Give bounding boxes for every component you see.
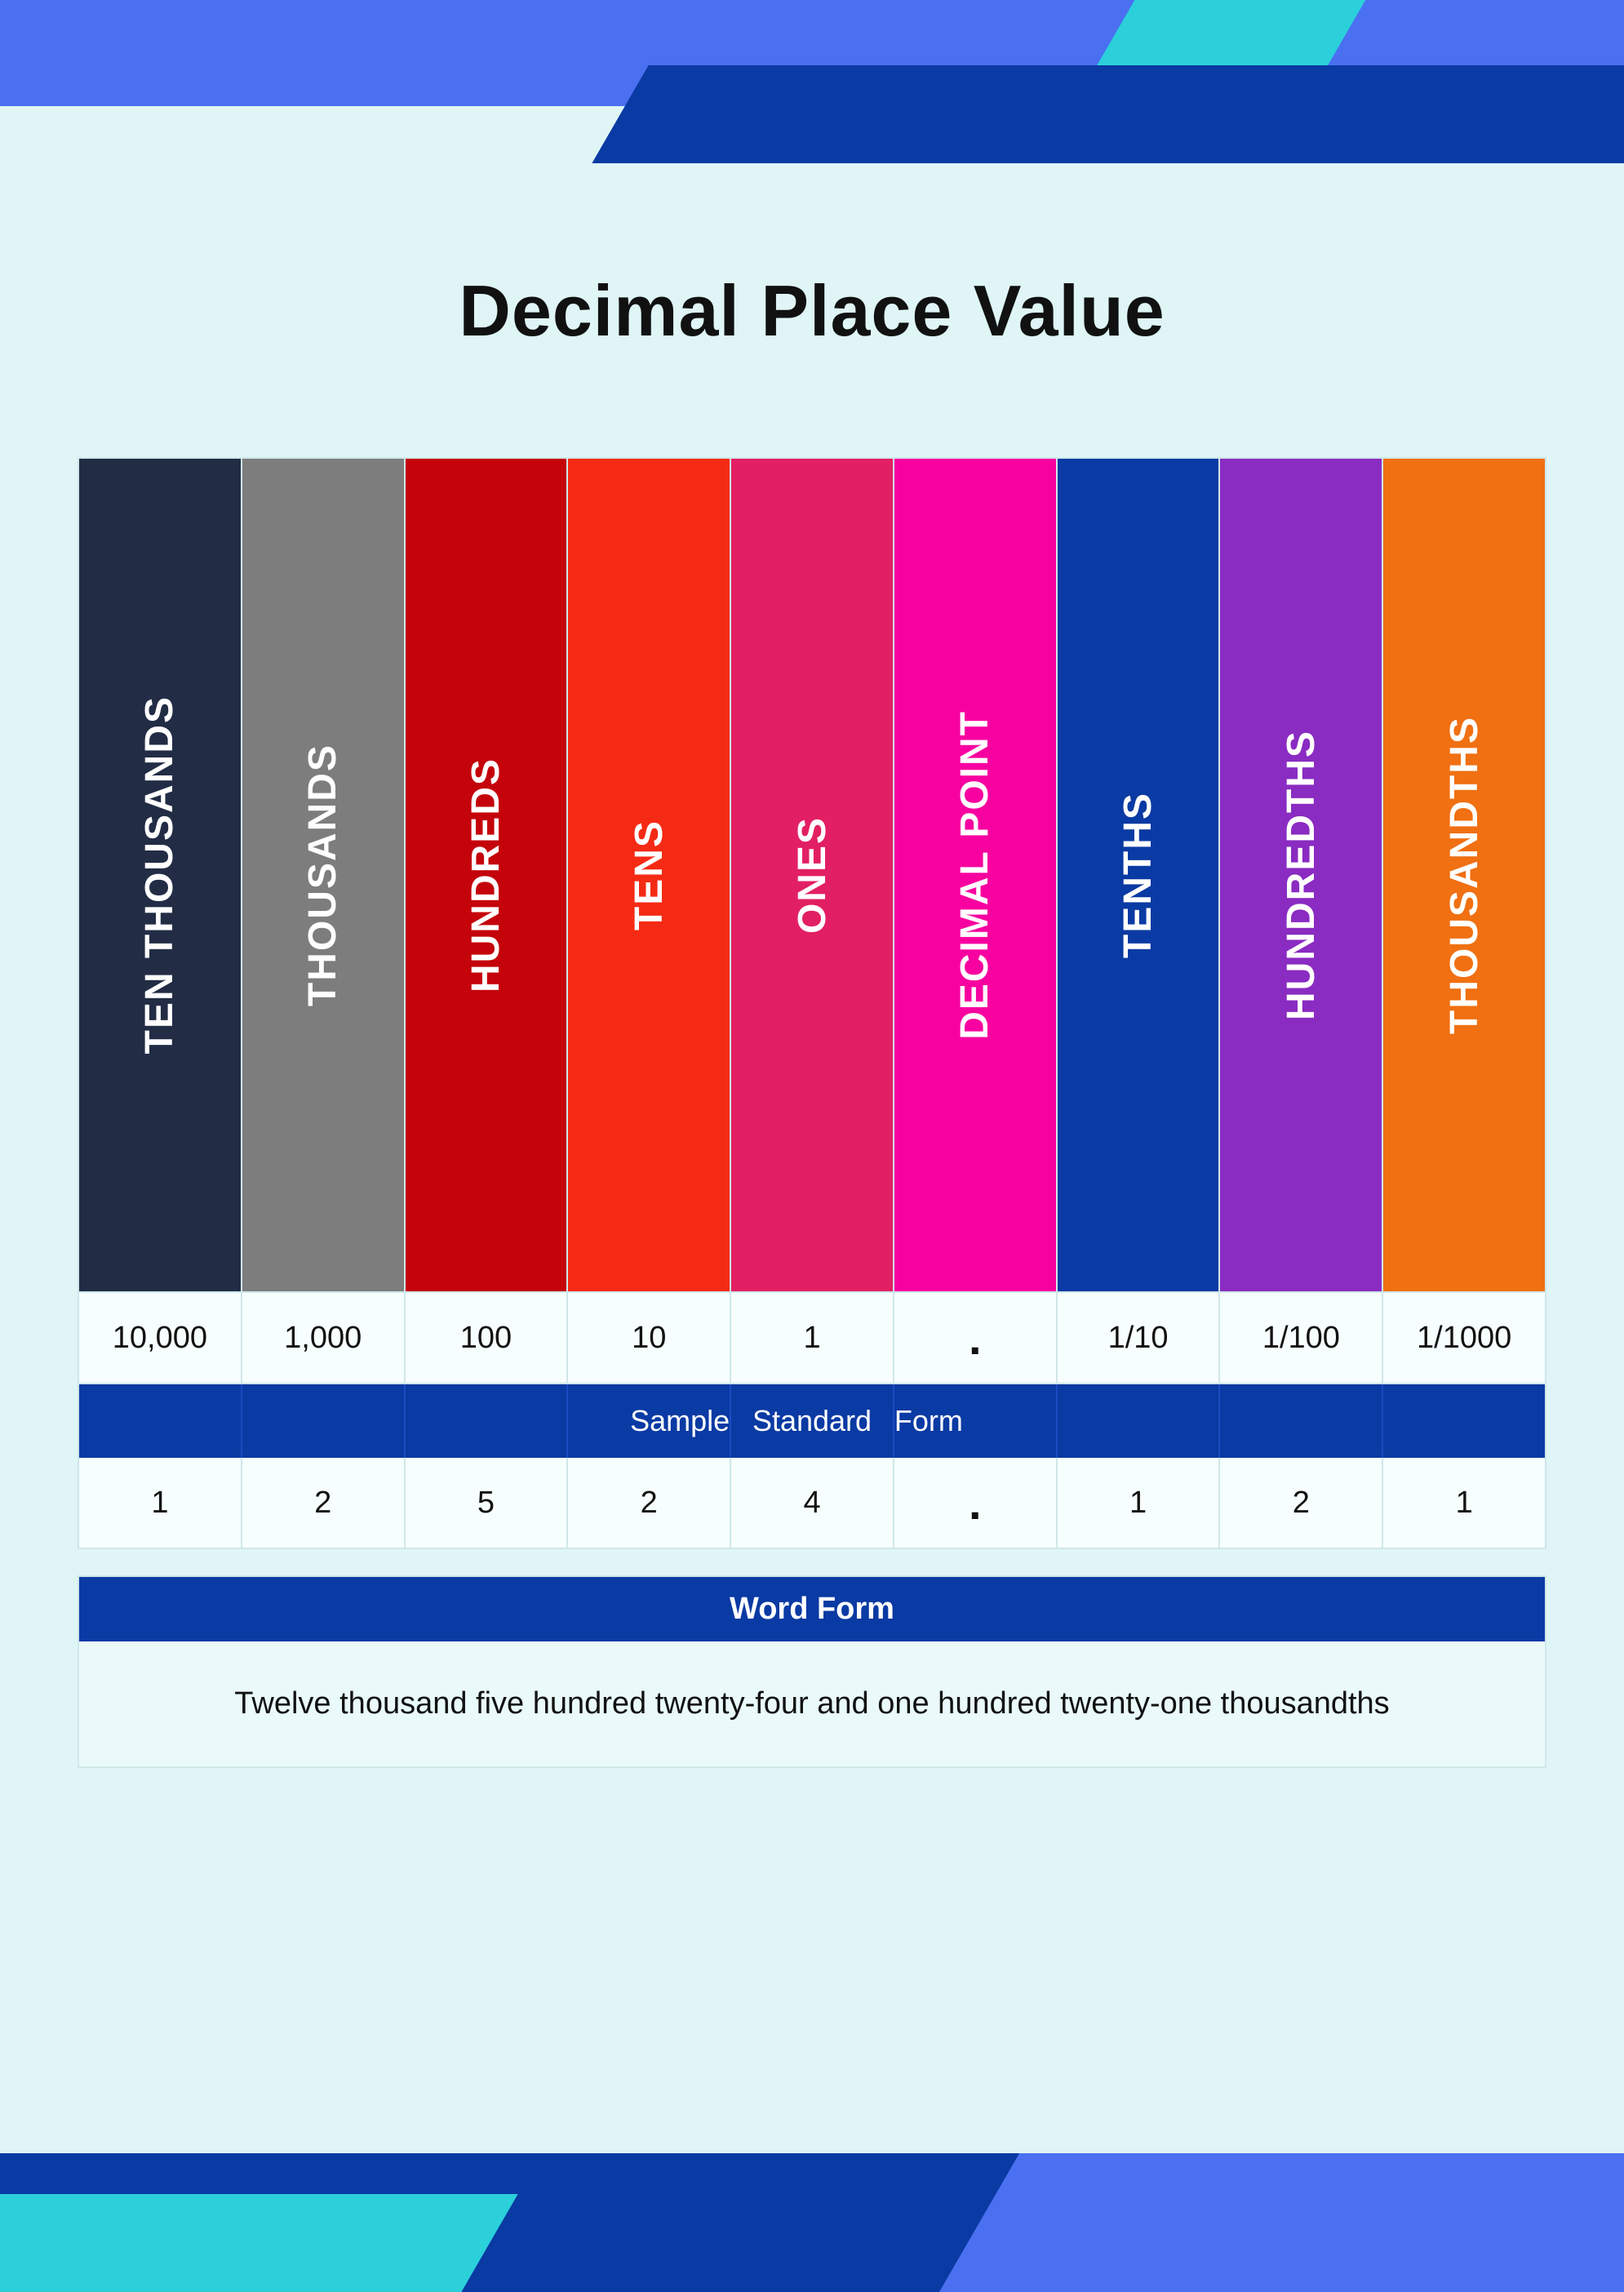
place-value-chart: TEN THOUSANDS THOUSANDS HUNDREDS TENS ONES DE… — [78, 457, 1546, 1549]
sample-banner-row: SampleStandardForm — [78, 1384, 1546, 1458]
column-header: ONES — [731, 459, 894, 1291]
column-label: THOUSANDTHS — [1442, 716, 1487, 1034]
column-header: TEN THOUSANDS — [79, 459, 242, 1291]
sample-banner-cell: Form — [894, 1384, 1058, 1458]
column-header: HUNDREDTHS — [1220, 459, 1383, 1291]
sample-value-cell: 4 — [731, 1458, 894, 1548]
place-value-cell: 10 — [568, 1293, 731, 1383]
bottom-banner — [0, 2080, 1624, 2292]
column-header: TENTHS — [1058, 459, 1221, 1291]
sample-banner-cell — [79, 1384, 242, 1458]
column-label: THOUSANDS — [300, 744, 345, 1006]
sample-value-cell: 1 — [79, 1458, 242, 1548]
sample-value-cell: 2 — [568, 1458, 731, 1548]
sample-banner-cell — [242, 1384, 406, 1458]
place-values-row: 10,0001,000100101.1/101/1001/1000 — [78, 1293, 1546, 1384]
place-value-cell: 1/100 — [1220, 1293, 1383, 1383]
column-label: ONES — [790, 816, 835, 934]
sample-banner-cell: Sample — [568, 1384, 731, 1458]
sample-banner-cell — [1220, 1384, 1383, 1458]
word-form-block: Word Form Twelve thousand five hundred t… — [78, 1575, 1546, 1768]
sample-banner-cell: Standard — [731, 1384, 894, 1458]
sample-banner-cell — [1058, 1384, 1221, 1458]
place-value-cell: . — [894, 1293, 1058, 1383]
sample-value-cell: 5 — [406, 1458, 569, 1548]
banner-shape — [939, 2153, 1624, 2292]
column-label: TENTHS — [1116, 792, 1160, 958]
place-value-cell: 1/1000 — [1383, 1293, 1545, 1383]
column-label: HUNDREDS — [464, 757, 508, 993]
column-header: THOUSANDS — [242, 459, 406, 1291]
place-value-cell: 100 — [406, 1293, 569, 1383]
word-form-text: Twelve thousand five hundred twenty-four… — [79, 1641, 1545, 1766]
column-header: DECIMAL POINT — [894, 459, 1058, 1291]
column-headers-row: TEN THOUSANDS THOUSANDS HUNDREDS TENS ONES DE… — [78, 457, 1546, 1293]
sample-values-row: 12524.121 — [78, 1458, 1546, 1549]
banner-shape — [0, 2194, 518, 2292]
banner-shape — [592, 65, 1624, 163]
sample-value-cell: 2 — [242, 1458, 406, 1548]
place-value-cell: 1 — [731, 1293, 894, 1383]
sample-banner-cell — [1383, 1384, 1545, 1458]
word-form-header: Word Form — [79, 1577, 1545, 1641]
place-value-cell: 10,000 — [79, 1293, 242, 1383]
column-label: HUNDREDTHS — [1279, 730, 1324, 1020]
sample-value-cell: 1 — [1383, 1458, 1545, 1548]
column-label: DECIMAL POINT — [952, 710, 997, 1040]
sample-banner-cell — [406, 1384, 569, 1458]
column-header: HUNDREDS — [406, 459, 569, 1291]
column-label: TENS — [627, 820, 672, 931]
page-title: Decimal Place Value — [0, 269, 1624, 353]
sample-value-cell: 1 — [1058, 1458, 1221, 1548]
place-value-cell: 1,000 — [242, 1293, 406, 1383]
top-banner — [0, 0, 1624, 180]
column-label: TEN THOUSANDS — [137, 695, 182, 1054]
sample-value-cell: . — [894, 1458, 1058, 1548]
sample-value-cell: 2 — [1220, 1458, 1383, 1548]
column-header: TENS — [568, 459, 731, 1291]
place-value-cell: 1/10 — [1058, 1293, 1221, 1383]
column-header: THOUSANDTHS — [1383, 459, 1545, 1291]
